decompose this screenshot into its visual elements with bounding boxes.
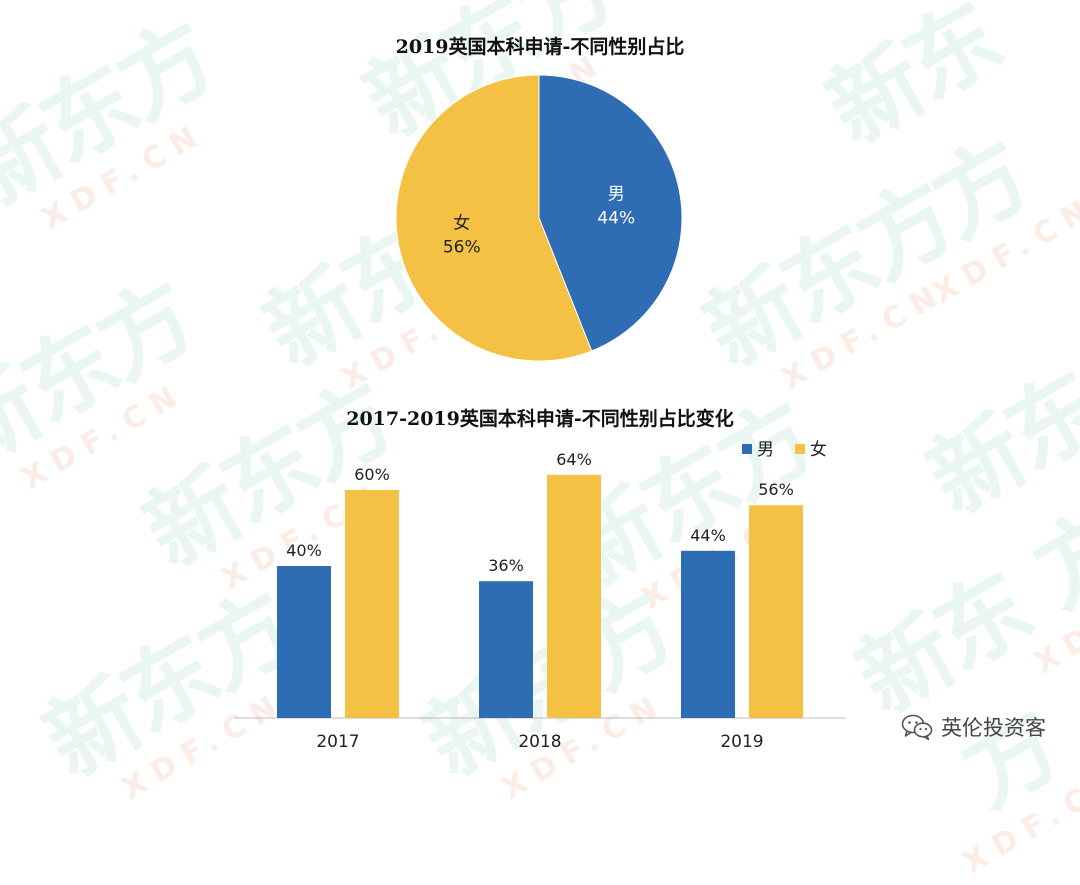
footer-brand: 英伦投资客 (901, 712, 1046, 742)
pie-slice-female (395, 74, 593, 362)
bar-value-label: 64% (556, 450, 592, 469)
pie-slice-male (538, 74, 683, 352)
bar-male-2018 (479, 581, 533, 718)
legend-label: 男 (757, 440, 774, 460)
bar-value-label: 60% (354, 465, 390, 484)
bar-female-2017 (345, 490, 399, 718)
bar-chart: 40% 60% 2017 36% 64% 2018 44% 56% 2019 男 女 (234, 440, 846, 752)
bar-value-label: 44% (690, 526, 726, 545)
legend-swatch (742, 444, 752, 454)
bar-female-2019 (749, 505, 803, 718)
pie-chart-title: 2019英国本科申请-不同性别占比 (395, 36, 685, 58)
pie-slice-label: 男 (608, 184, 625, 204)
bar-male-2019 (681, 550, 735, 718)
bar-value-label: 56% (758, 480, 794, 499)
wechat-icon (901, 714, 933, 741)
x-tick-label: 2019 (720, 732, 763, 752)
x-tick-label: 2017 (316, 732, 359, 752)
bar-value-label: 40% (286, 541, 322, 560)
pie-slice-label: 女 (453, 214, 470, 234)
legend-label: 女 (810, 440, 827, 460)
pie-chart: 男 44% 女 56% (395, 74, 683, 362)
bar-male-2017 (277, 566, 331, 718)
pie-slice-value-label: 44% (597, 208, 635, 228)
x-tick-label: 2018 (518, 732, 561, 752)
bar-female-2018 (547, 474, 601, 718)
bar-value-label: 36% (488, 556, 524, 575)
bar-chart-title: 2017-2019英国本科申请-不同性别占比变化 (346, 408, 734, 430)
legend-swatch (795, 444, 805, 454)
pie-slice-value-label: 56% (443, 238, 481, 258)
footer-brand-text: 英伦投资客 (941, 716, 1046, 740)
